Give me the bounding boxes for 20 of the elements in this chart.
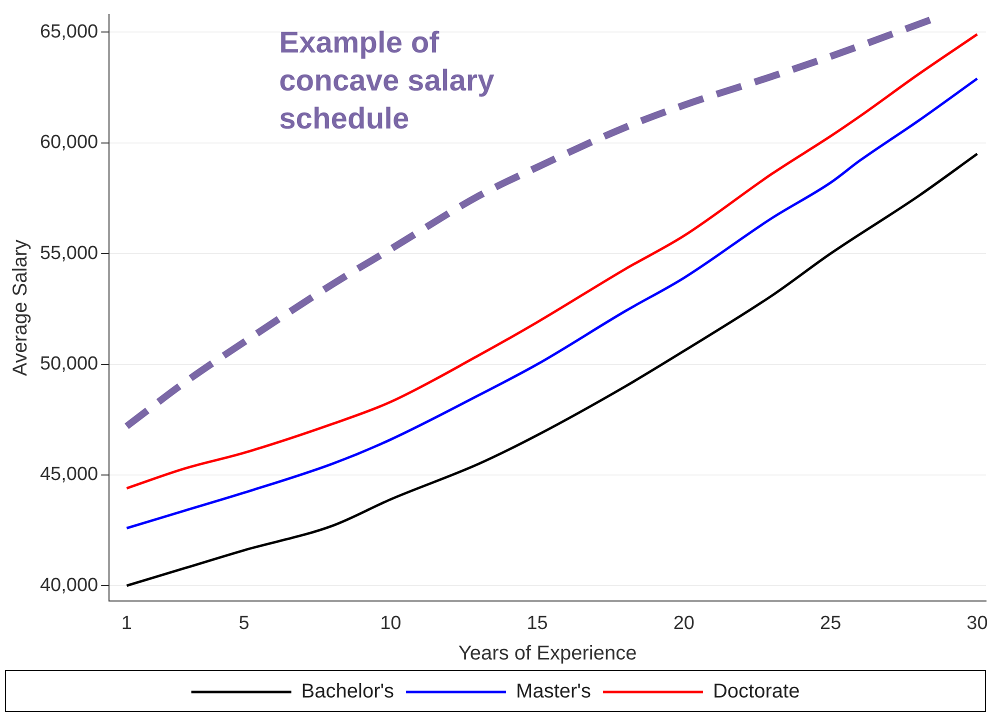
x-tick-label: 20	[673, 612, 694, 634]
y-tick-label: 60,000	[40, 132, 98, 154]
annotation: Example of concave salary schedule	[279, 26, 495, 136]
x-tick-label: 15	[526, 612, 548, 634]
y-tick-label: 45,000	[40, 464, 98, 486]
y-tick-label: 40,000	[40, 574, 98, 596]
x-tick-label: 30	[966, 612, 988, 634]
y-tick-label: 65,000	[40, 21, 98, 42]
x-tick-label: 1	[121, 612, 132, 634]
y-tick-label: 50,000	[40, 354, 98, 374]
line-series	[125, 152, 978, 587]
x-tick-label: 25	[820, 612, 842, 634]
x-tick-label: 5	[238, 612, 250, 634]
legend-label: Doctorate	[712, 680, 800, 703]
legend-label: Bachelor's	[301, 680, 394, 703]
legend-label: Master's	[516, 680, 592, 703]
x-tick-label: 10	[380, 612, 402, 634]
x-axis-title: Years of Experience	[458, 642, 637, 665]
y-axis-title: Average Salary	[10, 240, 32, 376]
y-tick-label: 55,000	[40, 242, 98, 264]
